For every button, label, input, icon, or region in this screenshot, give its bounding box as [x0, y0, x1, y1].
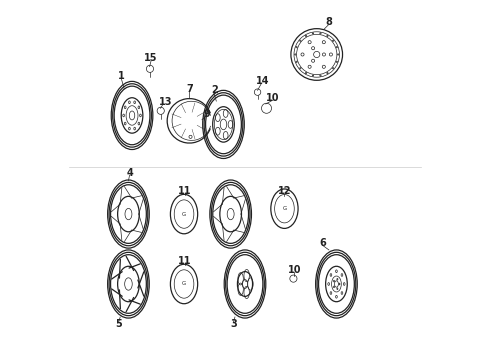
Text: 14: 14	[255, 76, 269, 86]
Text: 10: 10	[266, 93, 280, 103]
Text: 1: 1	[118, 71, 124, 81]
Text: G: G	[182, 282, 186, 287]
Text: 15: 15	[144, 53, 158, 63]
Text: 13: 13	[159, 97, 172, 107]
Text: 10: 10	[288, 265, 301, 275]
Text: G: G	[282, 206, 287, 211]
Text: 2: 2	[211, 85, 218, 95]
Text: 3: 3	[230, 319, 237, 329]
Text: 9: 9	[204, 109, 211, 119]
Text: 6: 6	[320, 238, 326, 248]
Text: 5: 5	[115, 319, 122, 329]
Text: 4: 4	[126, 168, 133, 178]
Text: 7: 7	[186, 84, 193, 94]
Text: 11: 11	[178, 256, 192, 266]
Text: 8: 8	[326, 17, 333, 27]
Text: 12: 12	[278, 186, 292, 196]
Text: G: G	[182, 212, 186, 217]
Text: 11: 11	[178, 186, 192, 196]
